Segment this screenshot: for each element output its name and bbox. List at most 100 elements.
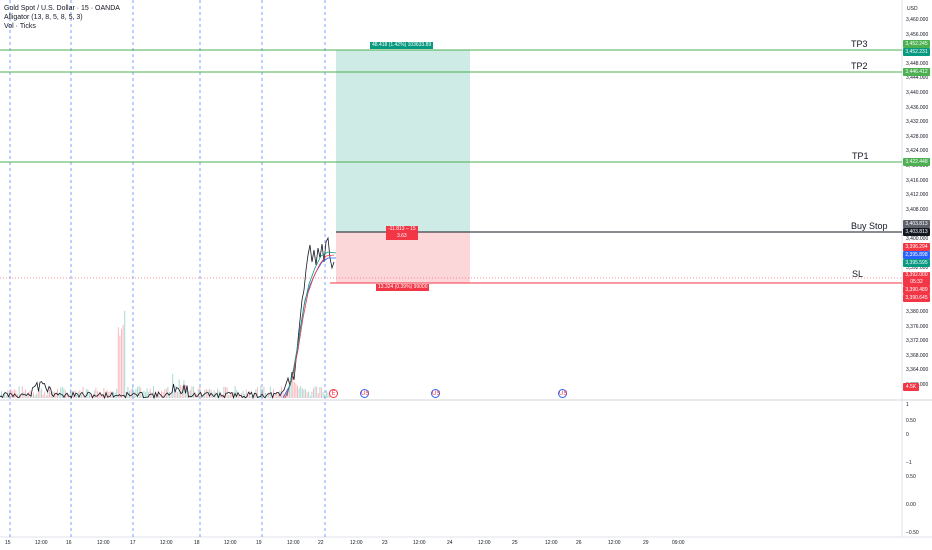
plot-area[interactable] <box>0 0 902 537</box>
volume-bar <box>193 386 194 398</box>
volume-bar <box>81 394 82 398</box>
entry-pnl: -11.813 – 15 <box>388 226 416 232</box>
volume-bar <box>20 394 22 398</box>
target-info-label[interactable]: 48.418 (1.42%) 103633.89 <box>370 42 434 49</box>
time-tick-label: 12:00 <box>478 540 491 546</box>
volume-bar <box>297 385 298 398</box>
indicator-alligator[interactable]: Alligator (13, 8, 5, 8, 5, 3) <box>4 14 83 21</box>
lower-tick-label: 0.50 <box>906 418 916 424</box>
volume-bar <box>228 395 230 398</box>
volume-bar <box>89 393 90 398</box>
tp2-label[interactable]: TP2 <box>851 61 868 71</box>
volume-bar <box>319 386 321 398</box>
volume-bar <box>322 392 324 398</box>
tp1-label[interactable]: TP1 <box>852 151 869 161</box>
lower-tick-label: 0.00 <box>906 502 916 508</box>
volume-bar <box>234 386 236 398</box>
volume-bar <box>25 389 26 398</box>
time-tick-label: 24 <box>447 540 453 546</box>
volume-bar <box>183 380 185 398</box>
tp3-tag-2: 3,452.231 <box>903 48 930 56</box>
time-tick-label: 12:00 <box>160 540 173 546</box>
volume-bar <box>21 386 23 398</box>
time-tick-label: 29 <box>643 540 649 546</box>
volume-bar <box>305 389 306 398</box>
lower-tick-label: 0 <box>906 432 909 438</box>
volume-bar <box>63 388 65 398</box>
volume-bar <box>188 391 190 398</box>
volume-bar <box>122 324 124 398</box>
buy-stop-label[interactable]: Buy Stop <box>851 221 888 231</box>
time-tick-label: 12:00 <box>350 540 363 546</box>
indicator-volume[interactable]: Vol · Ticks <box>4 23 36 30</box>
us-event-icon[interactable]: US <box>431 389 441 398</box>
time-tick-label: 12:00 <box>287 540 300 546</box>
volume-bar <box>217 388 218 398</box>
volume-bar <box>263 386 265 398</box>
time-tick-label: 12:00 <box>413 540 426 546</box>
volume-bar <box>261 388 263 398</box>
volume-bar <box>157 390 159 398</box>
volume-bar <box>218 390 220 398</box>
volume-bar <box>260 386 262 398</box>
volume-bar <box>159 395 161 398</box>
volume-bar <box>324 394 326 398</box>
time-axis[interactable]: 15 12:00 16 12:00 17 12:00 18 12:00 19 12:00 22 12:… <box>0 538 902 550</box>
sl-label[interactable]: SL <box>852 269 864 279</box>
stop-info-label[interactable]: 13.324 (0.39%) 99000 <box>376 284 430 291</box>
volume-bar <box>279 390 281 398</box>
us-event-icon[interactable]: US <box>558 389 568 398</box>
volume-bar <box>199 386 201 398</box>
volume-bar <box>293 381 295 398</box>
volume-bar <box>29 390 31 398</box>
earnings-event-icon[interactable]: E <box>329 389 338 398</box>
jaw-price-tag: 2,395.898 <box>903 251 930 259</box>
entry-info-label[interactable]: -11.813 – 15 3.63 <box>386 226 418 240</box>
volume-bar <box>175 385 177 398</box>
volume-bar <box>178 379 180 398</box>
volume-bar <box>151 392 153 398</box>
volume-bar <box>269 386 271 398</box>
tp3-label[interactable]: TP3 <box>851 39 868 49</box>
stop-zone[interactable] <box>336 232 470 283</box>
volume-bar <box>129 391 130 398</box>
target-zone[interactable] <box>336 50 470 232</box>
time-tick-label: 09:00 <box>672 540 685 546</box>
time-tick-label: 15 <box>5 540 11 546</box>
volume-bar <box>186 387 188 398</box>
currency-label: USD <box>907 6 918 12</box>
symbol-title[interactable]: Gold Spot / U.S. Dollar · 15 · OANDA <box>4 5 120 12</box>
volume-bar <box>321 387 322 398</box>
volume-bar <box>45 395 47 398</box>
volume-bar <box>57 388 58 398</box>
tp3-tag: 3,452.245 <box>903 40 930 48</box>
volume-bar <box>90 394 92 398</box>
volume-bar <box>154 394 156 398</box>
volume-bar <box>47 389 49 398</box>
volume-bar <box>268 392 270 398</box>
price-tick-label: 3,428.000 <box>906 133 929 140</box>
price-axis[interactable]: USD 3,460.0003,456.0003,452.0003,448.000… <box>903 0 932 537</box>
volume-bar <box>223 386 225 398</box>
volume-bar <box>221 394 223 398</box>
volume-bar <box>177 392 178 398</box>
volume-bar <box>145 392 146 398</box>
price-tick-label: 3,364.000 <box>906 367 929 374</box>
volume-bar <box>15 390 17 398</box>
volume-bar <box>303 389 305 398</box>
chart-legend: Gold Spot / U.S. Dollar · 15 · OANDA All… <box>4 4 120 31</box>
volume-bar <box>257 387 258 398</box>
us-event-icon[interactable]: US <box>360 389 370 398</box>
current-price-tag: 3,396.294 <box>903 243 930 251</box>
volume-bar <box>170 394 172 398</box>
volume-bar <box>273 388 274 398</box>
volume-bar <box>77 391 79 398</box>
volume-bar <box>277 393 279 398</box>
volume-bar <box>325 390 327 398</box>
volume-bar <box>103 388 105 398</box>
volume-bar <box>209 388 210 398</box>
sl-price: 3,392.000 <box>905 272 928 278</box>
volume-bar <box>87 389 89 398</box>
volume-bar <box>138 386 140 398</box>
